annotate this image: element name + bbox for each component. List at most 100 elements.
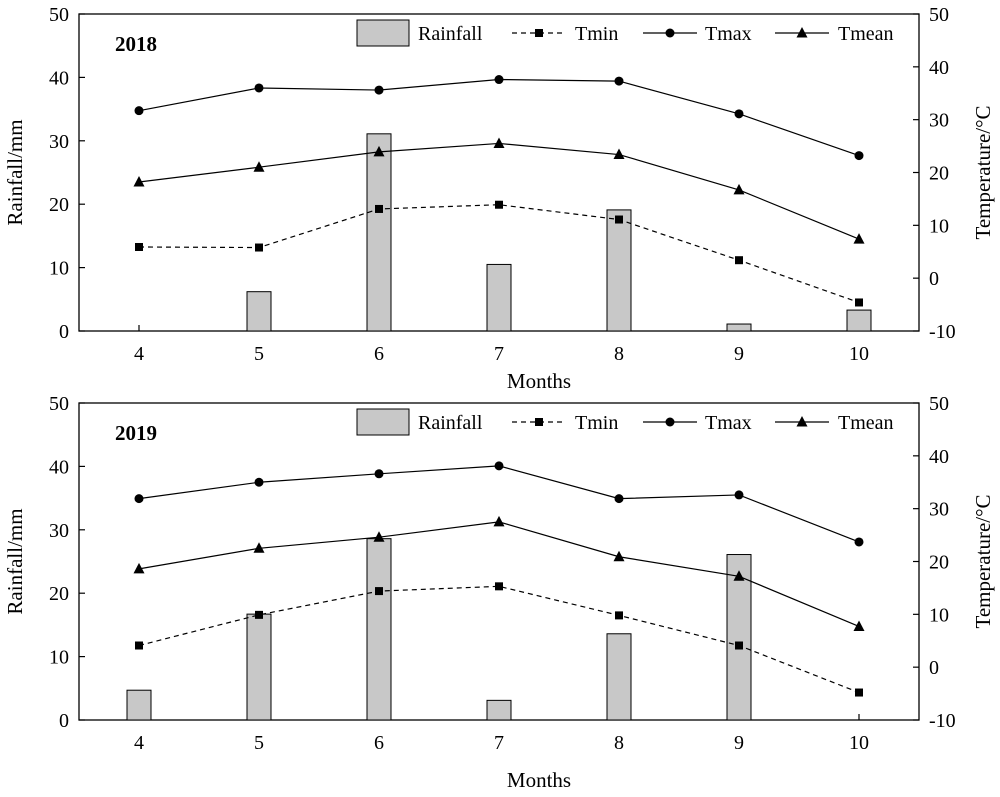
x-tick-label: 8 <box>614 732 624 754</box>
legend-tmean-label: Tmean <box>838 412 894 434</box>
right-tick-label: -10 <box>929 321 956 343</box>
legend-tmin-label: Tmin <box>575 23 618 45</box>
tmin-point <box>255 610 263 619</box>
tmin-point <box>735 256 743 265</box>
legend-tmax-label: Tmax <box>705 23 752 45</box>
tmin-point <box>615 611 623 620</box>
tmin-point <box>855 688 863 697</box>
tmax-point <box>134 494 144 504</box>
tmean-line <box>138 142 860 240</box>
tmax-point <box>254 83 264 93</box>
legend-tmin-marker <box>535 29 543 37</box>
tmean-point <box>373 145 385 157</box>
rainfall-bar <box>726 323 752 332</box>
plot-frame <box>78 402 920 721</box>
tmax-point <box>494 461 504 471</box>
tmean-point <box>733 570 745 581</box>
right-tick-label: 50 <box>929 4 949 26</box>
left-axis-label: Rainfall/mm <box>3 119 27 225</box>
chart-panel-2019: 0 10 20 30 40 50 -10 0 10 20 30 40 50 4 5 6 7 8 9 10 Months R… <box>3 393 995 792</box>
tmax-point <box>614 76 624 86</box>
rainfall-bar <box>846 309 872 332</box>
right-tick-label: 20 <box>929 552 949 574</box>
tmax-point <box>494 75 504 85</box>
tmax-point <box>854 151 864 161</box>
right-tick-label: -10 <box>929 710 956 732</box>
tmin-point <box>735 641 743 650</box>
left-tick-label: 20 <box>49 194 69 216</box>
right-tick-label: 10 <box>929 604 949 626</box>
panel-year-label: 2019 <box>115 421 157 445</box>
rainfall-bar <box>726 554 752 721</box>
left-tick-label: 40 <box>49 67 69 89</box>
tmin-point <box>855 298 863 307</box>
tmean-point <box>853 620 865 631</box>
left-tick-label: 0 <box>59 321 69 343</box>
tmean-point <box>493 515 505 527</box>
x-tick-label: 8 <box>614 343 624 365</box>
right-tick-label: 50 <box>929 393 949 415</box>
x-tick-label: 4 <box>134 343 144 365</box>
x-tick-label: 9 <box>734 732 744 754</box>
rainfall-bar <box>606 209 632 332</box>
left-tick-label: 10 <box>49 258 69 280</box>
x-tick-label: 6 <box>374 732 384 754</box>
x-axis-label: Months <box>507 369 571 393</box>
legend-tmax-label: Tmax <box>705 412 752 434</box>
tmax-point <box>734 490 744 500</box>
tmax-point <box>134 106 144 116</box>
left-tick-label: 40 <box>49 456 69 478</box>
tmean-point <box>253 542 265 553</box>
right-tick-label: 40 <box>929 57 949 79</box>
left-tick-label: 20 <box>49 583 69 605</box>
x-tick-label: 10 <box>849 343 869 365</box>
rainfall-bar <box>486 699 512 721</box>
legend-tmean-marker <box>796 27 808 38</box>
left-tick-label: 10 <box>49 647 69 669</box>
legend-tmax-marker <box>665 417 675 427</box>
tmean-point <box>613 148 625 160</box>
legend: Rainfall Tmin Tmax Tmean <box>356 408 894 436</box>
tmean-point <box>613 550 625 562</box>
tmin-point <box>495 200 503 209</box>
rainfall-bar <box>246 291 272 332</box>
tmean-point <box>373 531 385 542</box>
left-tick-label: 0 <box>59 710 69 732</box>
x-tick-label: 7 <box>494 343 504 365</box>
legend-tmin-marker <box>535 418 543 426</box>
x-tick-label: 9 <box>734 343 744 365</box>
legend-tmax-marker <box>665 28 675 38</box>
x-tick-label: 5 <box>254 732 264 754</box>
tmax-point <box>374 85 384 95</box>
x-tick-label: 6 <box>374 343 384 365</box>
left-tick-label: 50 <box>49 4 69 26</box>
right-axis-label: Temperature/°C <box>971 494 995 628</box>
tmean-point <box>733 183 745 195</box>
right-tick-label: 20 <box>929 163 949 185</box>
tmin-point <box>375 204 383 213</box>
rainfall-bar <box>246 613 272 721</box>
rainfall-bar <box>606 633 632 721</box>
tmax-point <box>854 537 864 547</box>
rainfall-bar <box>366 538 392 721</box>
tmax-point <box>374 469 384 479</box>
x-tick-label: 5 <box>254 343 264 365</box>
right-tick-label: 30 <box>929 499 949 521</box>
legend: Rainfall Tmin Tmax Tmean <box>356 19 894 47</box>
legend-tmean-label: Tmean <box>838 23 894 45</box>
tmax-line <box>138 465 860 543</box>
tmin-point <box>615 215 623 224</box>
chart-panel-2018: 0 10 20 30 40 50 -10 0 10 20 30 40 50 4 5 6 7 8 9 10 Months R… <box>3 4 995 393</box>
x-tick-label: 7 <box>494 732 504 754</box>
left-axis-label: Rainfall/mm <box>3 508 27 614</box>
tmin-point <box>375 587 383 596</box>
tmean-point <box>853 233 865 244</box>
tmin-point <box>135 641 143 650</box>
tmin-point <box>135 242 143 251</box>
tmean-point <box>133 176 145 187</box>
legend-rainfall-label: Rainfall <box>418 412 483 434</box>
rainfall-bar <box>126 689 152 721</box>
right-tick-label: 10 <box>929 215 949 237</box>
